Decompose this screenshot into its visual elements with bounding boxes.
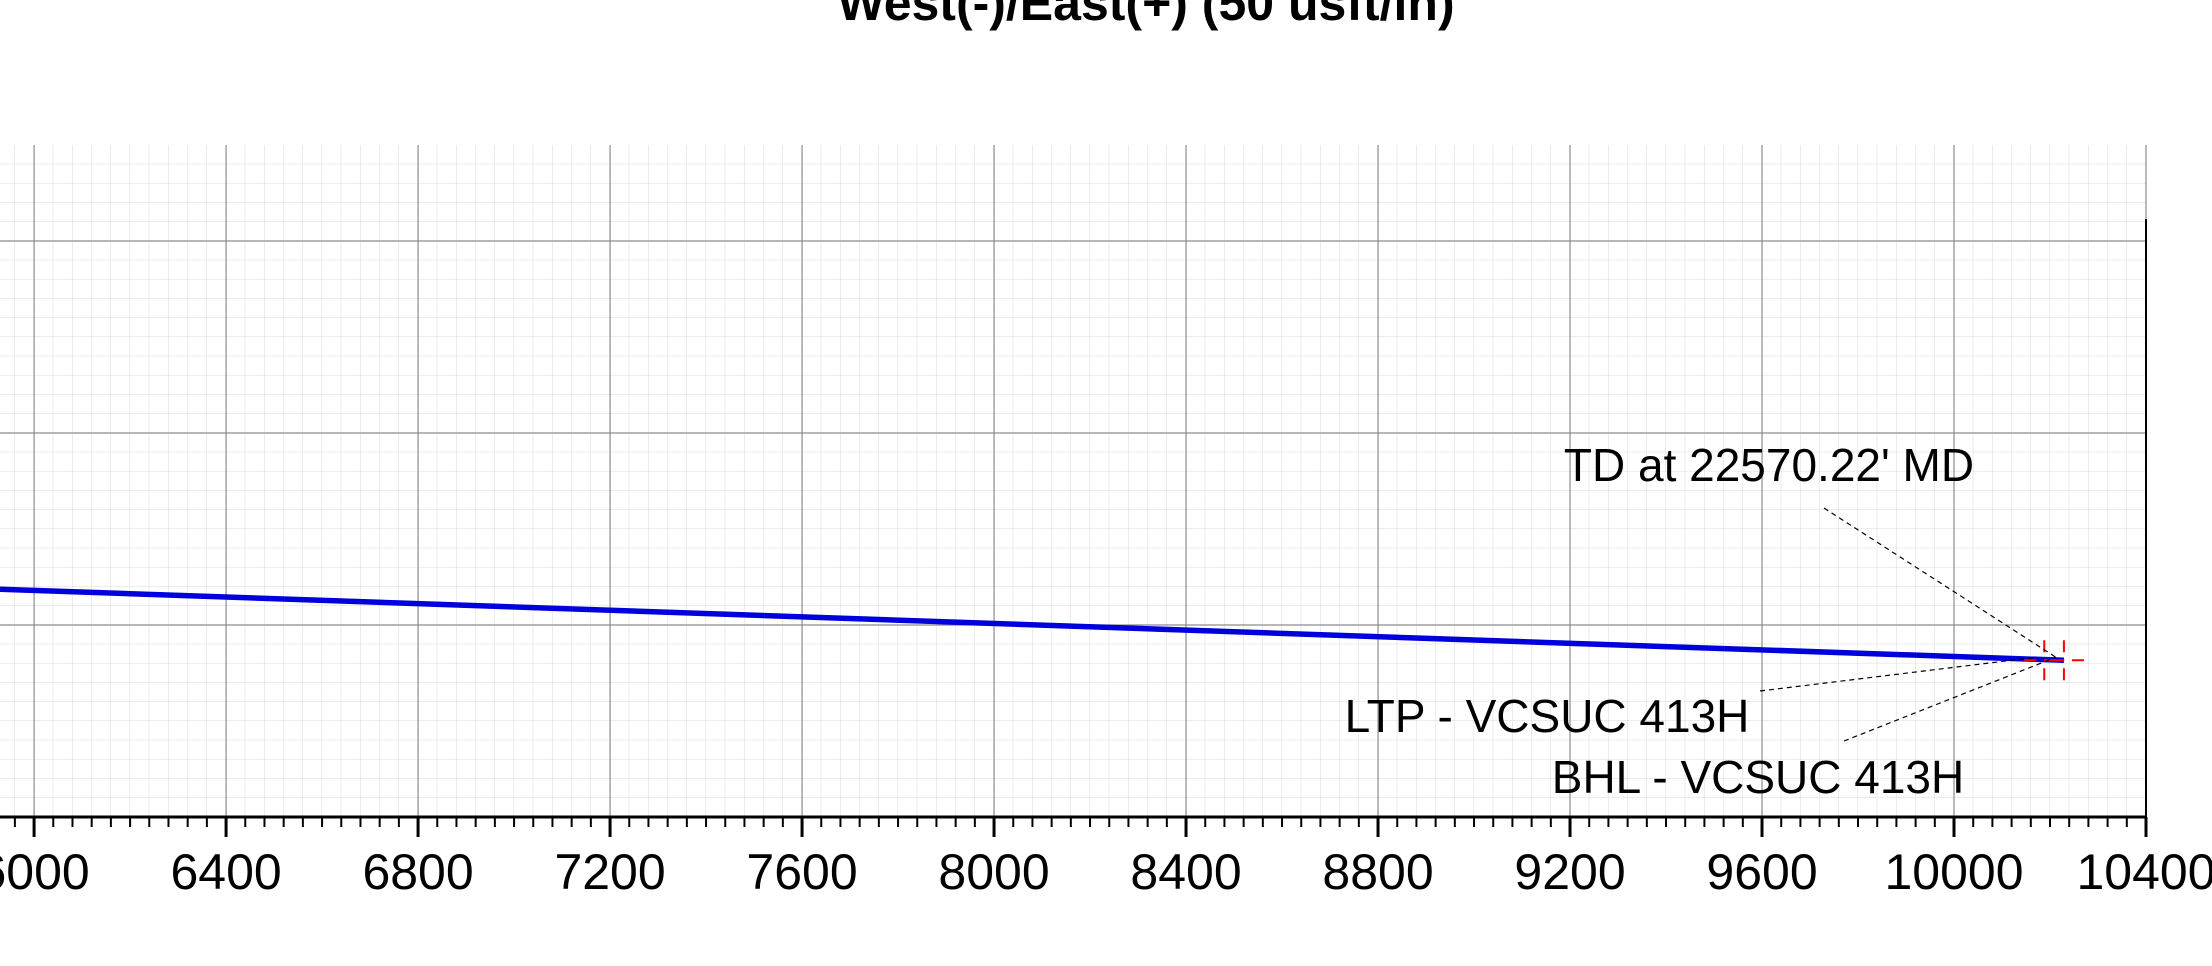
target-cross — [2043, 640, 2084, 681]
x-tick-label: 8400 — [1130, 844, 1241, 900]
annotation-leader — [1823, 507, 2057, 658]
x-tick-label: 10000 — [1884, 844, 2023, 900]
annotation: LTP - VCSUC 413H — [1345, 690, 1750, 742]
x-tick-label: 8000 — [938, 844, 1049, 900]
target-cross — [2024, 640, 2065, 681]
annotation: BHL - VCSUC 413H — [1552, 751, 1964, 803]
x-tick-label: 6400 — [170, 844, 281, 900]
x-tick-label: 8800 — [1322, 844, 1433, 900]
x-tick-label: 9200 — [1514, 844, 1625, 900]
minor-grid — [0, 145, 2146, 817]
target-marker — [2024, 640, 2065, 681]
annotation-leader — [1843, 656, 2057, 742]
x-tick-label: 9600 — [1706, 844, 1817, 900]
target-marker — [2043, 640, 2084, 681]
axis-title: West(-)/East(+) (50 usft/in) — [837, 0, 1454, 31]
x-tick-label: 7200 — [554, 844, 665, 900]
x-tick-label: 7600 — [746, 844, 857, 900]
x-tick-label: 6800 — [362, 844, 473, 900]
annotation: TD at 22570.22' MD — [1564, 439, 1974, 491]
x-tick-label: 6000 — [0, 844, 90, 900]
annotation-leader — [1759, 656, 2037, 692]
x-tick-label: 10400 — [2076, 844, 2212, 900]
well-path — [0, 586, 2065, 664]
